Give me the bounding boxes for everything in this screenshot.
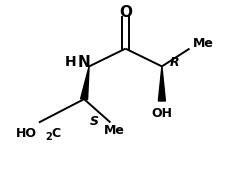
Text: OH: OH [151,107,172,120]
Text: S: S [89,115,98,128]
Text: R: R [169,56,178,69]
Text: H: H [65,55,76,69]
Text: N: N [78,55,90,70]
Text: O: O [118,5,132,20]
Polygon shape [158,66,165,101]
Polygon shape [80,66,89,99]
Text: C: C [51,127,60,140]
Text: Me: Me [192,37,213,50]
Text: HO: HO [16,127,37,140]
Text: Me: Me [103,124,124,137]
Text: 2: 2 [45,132,52,142]
